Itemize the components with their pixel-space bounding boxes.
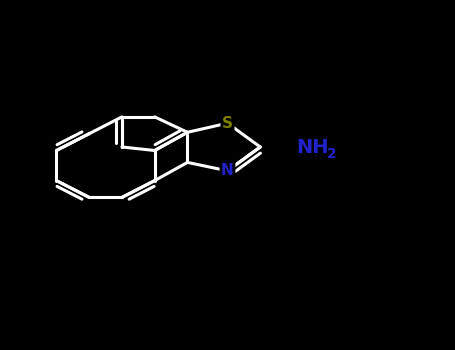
Text: NH: NH	[296, 138, 328, 157]
Text: N: N	[221, 163, 234, 178]
Text: 2: 2	[327, 147, 336, 161]
Text: S: S	[222, 116, 233, 131]
